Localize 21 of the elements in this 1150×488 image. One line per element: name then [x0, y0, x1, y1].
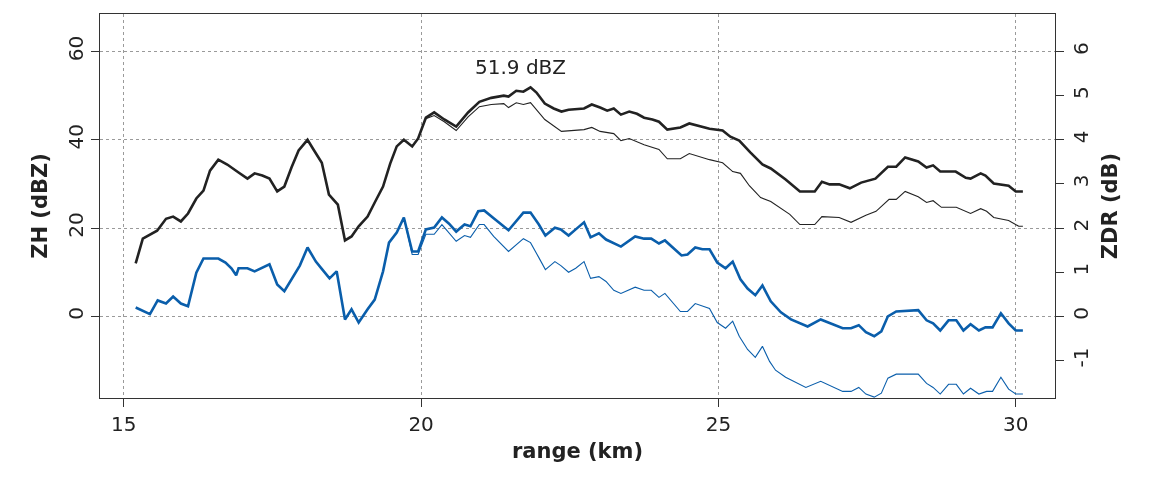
x-axis-title: range (km)	[511, 439, 644, 464]
y2-tick-label: 1	[1069, 262, 1093, 276]
y2-tick-label: 2	[1069, 218, 1093, 232]
annotation: 51.9 dBZ	[475, 55, 567, 79]
y2-tick-label: 0	[1069, 306, 1093, 320]
y-tick-label: 0	[63, 306, 88, 320]
y2-tick-label: 5	[1069, 86, 1093, 100]
y-axis-title: ZH (dBZ)	[28, 153, 53, 259]
y2-tick-label: 6	[1069, 42, 1093, 55]
y2-axis-title: ZDR (dB)	[1098, 152, 1123, 260]
y-tick-label: 20	[63, 212, 88, 238]
y2-tick-label: 3	[1069, 174, 1093, 188]
x-tick-label: 15	[111, 412, 137, 437]
x-tick-label: 30	[1003, 412, 1029, 437]
y-tick-label: 40	[63, 124, 88, 150]
y2-tick-label: 4	[1069, 130, 1093, 144]
y-tick-label: 60	[63, 35, 88, 62]
line-series	[134, 85, 1025, 265]
y2-tick-label: -1	[1069, 347, 1093, 368]
x-tick-label: 20	[408, 412, 434, 437]
x-tick-label: 25	[705, 412, 732, 437]
